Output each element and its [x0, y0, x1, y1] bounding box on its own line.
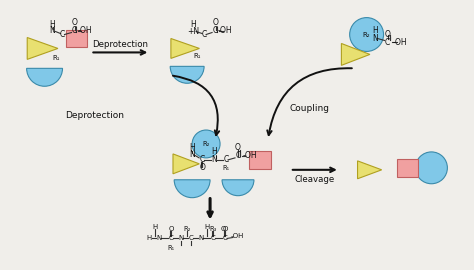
- Polygon shape: [341, 43, 370, 65]
- Text: O: O: [384, 30, 391, 39]
- Text: O: O: [235, 143, 241, 153]
- Text: O: O: [212, 18, 218, 27]
- Text: C: C: [212, 26, 218, 35]
- Text: N: N: [156, 235, 162, 241]
- Text: H: H: [211, 147, 217, 156]
- Polygon shape: [27, 38, 58, 59]
- Text: R₁: R₁: [193, 53, 201, 59]
- Text: C: C: [189, 235, 193, 241]
- Wedge shape: [170, 66, 204, 83]
- Text: O: O: [222, 225, 228, 231]
- Circle shape: [350, 18, 383, 51]
- Text: C: C: [223, 235, 228, 241]
- Text: R₂: R₂: [363, 32, 371, 38]
- Text: N: N: [373, 34, 378, 43]
- Text: R₁: R₁: [53, 55, 60, 61]
- Polygon shape: [171, 39, 200, 58]
- Text: R₁: R₁: [222, 165, 229, 171]
- Text: -OH: -OH: [77, 26, 92, 35]
- Text: O: O: [72, 18, 77, 27]
- Text: +N: +N: [187, 27, 199, 36]
- Text: H: H: [190, 20, 196, 29]
- Text: R₂: R₂: [202, 141, 210, 147]
- Text: O: O: [220, 225, 226, 231]
- Text: C: C: [223, 155, 228, 164]
- Text: N: N: [199, 235, 204, 241]
- Circle shape: [416, 152, 447, 184]
- Text: Cleavage: Cleavage: [295, 175, 335, 184]
- Text: N: N: [211, 155, 217, 164]
- Text: Deprotection: Deprotection: [92, 40, 148, 49]
- Wedge shape: [174, 180, 210, 198]
- Text: -OH: -OH: [243, 151, 257, 160]
- Text: C: C: [72, 26, 77, 35]
- Text: N: N: [50, 26, 55, 35]
- Text: H: H: [50, 20, 55, 29]
- Text: C: C: [211, 235, 216, 241]
- Text: H: H: [204, 224, 210, 230]
- Text: R₁: R₁: [168, 245, 175, 251]
- Text: Deprotection: Deprotection: [65, 111, 125, 120]
- Text: C: C: [385, 38, 390, 47]
- Text: R₂: R₂: [183, 225, 191, 231]
- Text: H: H: [153, 224, 158, 230]
- Text: -OH: -OH: [230, 234, 244, 239]
- Bar: [249, 151, 271, 169]
- Text: Coupling: Coupling: [290, 104, 330, 113]
- Polygon shape: [173, 154, 199, 174]
- Text: H: H: [146, 235, 152, 241]
- Text: -OH: -OH: [218, 26, 232, 35]
- Text: H: H: [373, 26, 378, 35]
- Text: H: H: [189, 143, 195, 153]
- Text: N: N: [189, 150, 195, 159]
- Text: C: C: [236, 151, 241, 160]
- Wedge shape: [27, 68, 63, 86]
- Text: C: C: [169, 235, 173, 241]
- Text: O: O: [199, 163, 205, 172]
- Polygon shape: [357, 161, 382, 179]
- Text: C: C: [60, 30, 65, 39]
- Wedge shape: [222, 180, 254, 196]
- Text: C: C: [201, 30, 207, 39]
- Text: -OH: -OH: [392, 38, 407, 47]
- Text: C: C: [200, 155, 205, 164]
- Text: O: O: [168, 225, 174, 231]
- Text: R₃: R₃: [210, 225, 217, 231]
- Bar: [65, 29, 87, 48]
- Text: N: N: [179, 235, 184, 241]
- Bar: [397, 159, 419, 177]
- Circle shape: [192, 130, 220, 158]
